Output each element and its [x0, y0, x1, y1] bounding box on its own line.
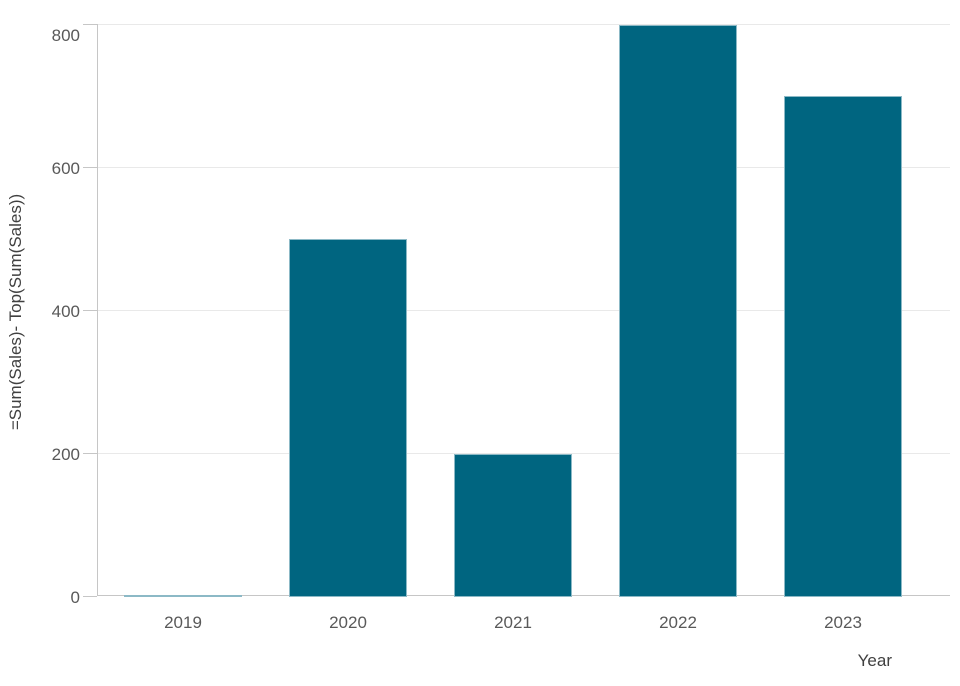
y-tick-mark-800 [83, 24, 97, 25]
bar-2022[interactable] [619, 25, 737, 597]
y-tick-label-800: 800 [51, 26, 80, 45]
y-tick-mark-400 [83, 310, 97, 311]
gridline-800 [98, 24, 950, 25]
x-tick-label-2023: 2023 [824, 613, 862, 632]
y-tick-label-400: 400 [51, 302, 80, 321]
x-tick-label-2019: 2019 [164, 613, 202, 632]
y-tick-label-0: 0 [70, 588, 80, 607]
x-tick-label-2020: 2020 [329, 613, 367, 632]
gridline-200 [98, 453, 950, 454]
gridline-600 [98, 167, 950, 168]
bar-2023[interactable] [784, 96, 902, 597]
gridline-400 [98, 310, 950, 311]
y-tick-label-200: 200 [51, 445, 80, 464]
bar-2020[interactable] [289, 239, 407, 597]
x-tick-label-2021: 2021 [494, 613, 532, 632]
y-tick-label-600: 600 [51, 159, 80, 178]
y-tick-mark-200 [83, 453, 97, 454]
bar-2021[interactable] [454, 454, 572, 597]
y-tick-mark-0 [83, 596, 97, 597]
y-axis-line [97, 24, 98, 596]
x-axis-title: Year [857, 651, 892, 670]
x-tick-label-2022: 2022 [659, 613, 697, 632]
y-tick-mark-600 [83, 167, 97, 168]
bar-2019[interactable] [124, 595, 242, 597]
